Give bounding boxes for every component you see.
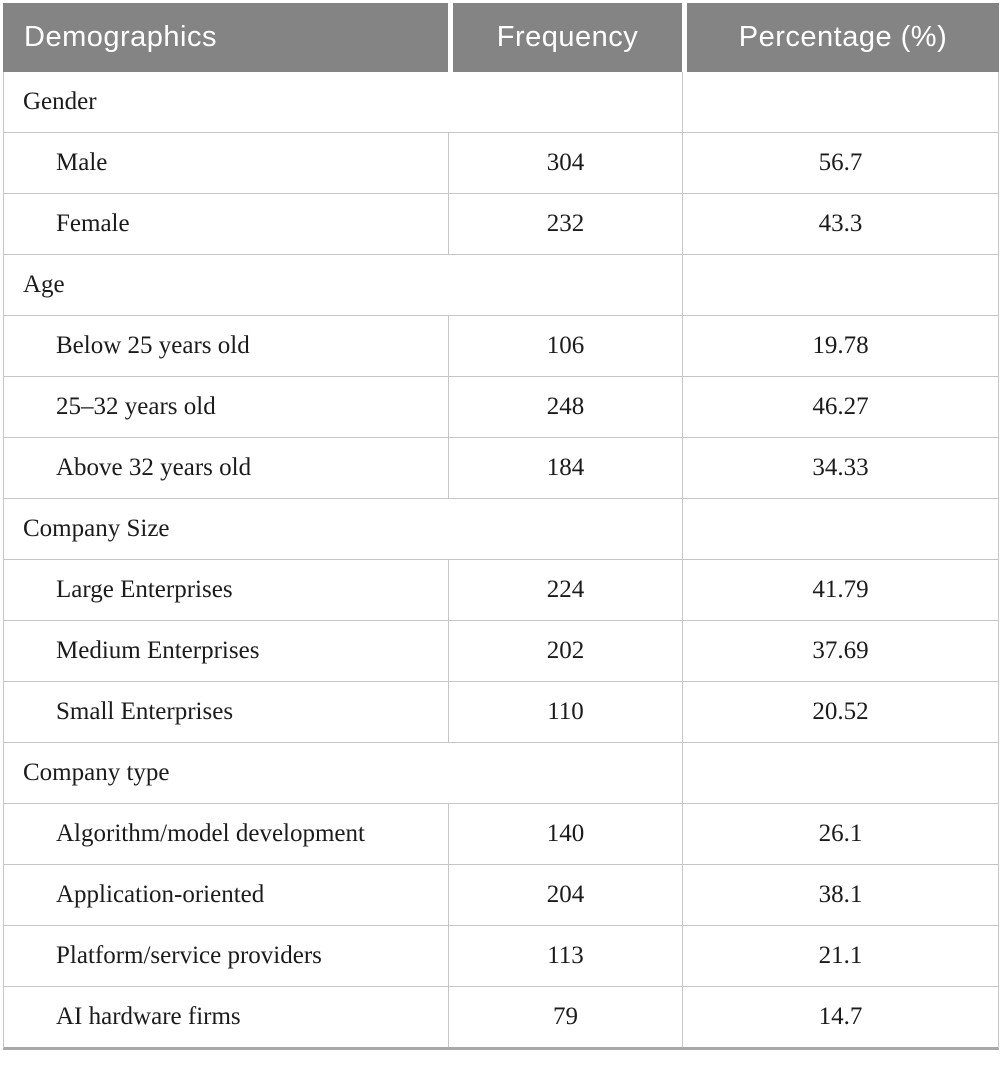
row-label: Algorithm/model development	[56, 820, 365, 847]
row-label: Small Enterprises	[56, 698, 234, 725]
row-percentage: 19.78	[682, 316, 998, 376]
column-header-percentage: Percentage (%)	[682, 3, 999, 72]
row-percentage: 14.7	[682, 987, 998, 1047]
row-percentage: 46.27	[682, 377, 998, 437]
table-row: Large Enterprises 224 41.79	[3, 560, 999, 621]
table-row: AI hardware firms 79 14.7	[3, 987, 999, 1050]
row-percentage: 26.1	[682, 804, 998, 864]
table-section-row-company-type: Company type	[3, 743, 999, 804]
row-label: Platform/service providers	[56, 942, 322, 969]
demographics-table: Demographics Frequency Percentage (%) Ge…	[3, 3, 999, 1050]
column-header-frequency: Frequency	[448, 3, 682, 72]
table-row: Application-oriented 204 38.1	[3, 865, 999, 926]
table-row: Female 232 43.3	[3, 194, 999, 255]
row-frequency: 79	[448, 987, 682, 1047]
row-frequency: 304	[448, 133, 682, 193]
row-label: AI hardware firms	[56, 1003, 241, 1030]
table-row: Medium Enterprises 202 37.69	[3, 621, 999, 682]
table-row: Small Enterprises 110 20.52	[3, 682, 999, 743]
row-label: Large Enterprises	[56, 576, 233, 603]
empty-cell	[682, 743, 998, 803]
row-frequency: 248	[448, 377, 682, 437]
row-label: 25–32 years old	[56, 393, 216, 420]
row-label: Medium Enterprises	[56, 637, 260, 664]
empty-cell	[682, 499, 998, 559]
table-row: Below 25 years old 106 19.78	[3, 316, 999, 377]
row-frequency: 224	[448, 560, 682, 620]
section-label: Gender	[23, 88, 97, 115]
row-frequency: 106	[448, 316, 682, 376]
row-percentage: 43.3	[682, 194, 998, 254]
table-row: Male 304 56.7	[3, 133, 999, 194]
empty-cell	[682, 255, 998, 315]
row-label: Male	[56, 149, 108, 176]
row-label: Female	[56, 210, 130, 237]
table-section-row-company-size: Company Size	[3, 499, 999, 560]
row-percentage: 20.52	[682, 682, 998, 742]
row-frequency: 232	[448, 194, 682, 254]
column-header-demographics: Demographics	[3, 3, 448, 72]
table-section-row-age: Age	[3, 255, 999, 316]
row-label: Application-oriented	[56, 881, 265, 908]
table-section-row-gender: Gender	[3, 72, 999, 133]
row-label: Below 25 years old	[56, 332, 250, 359]
row-percentage: 38.1	[682, 865, 998, 925]
row-percentage: 41.79	[682, 560, 998, 620]
row-frequency: 202	[448, 621, 682, 681]
section-label: Age	[23, 271, 65, 298]
section-label: Company Size	[23, 515, 170, 542]
row-frequency: 184	[448, 438, 682, 498]
table-row: 25–32 years old 248 46.27	[3, 377, 999, 438]
row-percentage: 37.69	[682, 621, 998, 681]
row-frequency: 140	[448, 804, 682, 864]
table-header-row: Demographics Frequency Percentage (%)	[3, 3, 999, 72]
table-row: Algorithm/model development 140 26.1	[3, 804, 999, 865]
row-percentage: 56.7	[682, 133, 998, 193]
table-row: Platform/service providers 113 21.1	[3, 926, 999, 987]
row-percentage: 21.1	[682, 926, 998, 986]
row-frequency: 110	[448, 682, 682, 742]
table-row: Above 32 years old 184 34.33	[3, 438, 999, 499]
row-frequency: 204	[448, 865, 682, 925]
empty-cell	[682, 72, 998, 132]
row-label: Above 32 years old	[56, 454, 252, 481]
row-percentage: 34.33	[682, 438, 998, 498]
section-label: Company type	[23, 759, 170, 786]
row-frequency: 113	[448, 926, 682, 986]
